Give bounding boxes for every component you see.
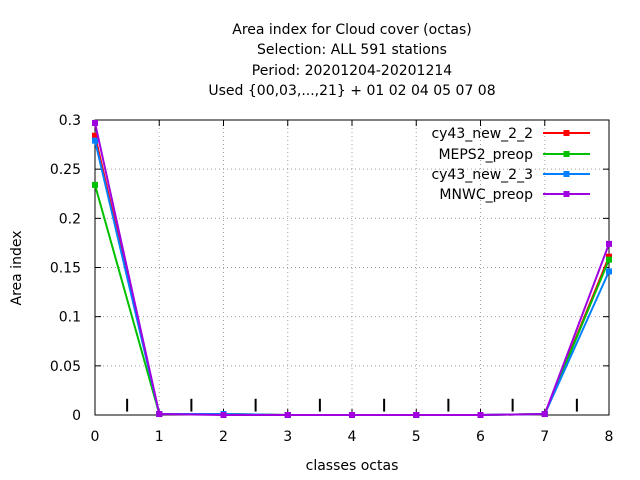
x-tick-label: 7 bbox=[540, 429, 549, 445]
series-1 bbox=[92, 181, 612, 418]
series-3 bbox=[92, 119, 612, 418]
data-point bbox=[284, 412, 291, 418]
y-tick-label: 0 bbox=[72, 408, 81, 424]
class-boundary-markers bbox=[126, 398, 578, 412]
data-point bbox=[606, 268, 612, 275]
x-axis-ticks: 0 1 2 3 4 5 6 7 8 bbox=[91, 120, 614, 445]
x-tick-label: 0 bbox=[91, 429, 100, 445]
x-tick-label: 5 bbox=[412, 429, 421, 445]
data-point bbox=[606, 240, 612, 247]
legend-swatch-point bbox=[563, 171, 570, 177]
legend-swatch-point bbox=[563, 130, 570, 136]
series-2 bbox=[92, 137, 612, 418]
grid bbox=[95, 120, 609, 415]
y-tick-label: 0.2 bbox=[59, 211, 81, 227]
legend-swatch-point bbox=[563, 191, 570, 197]
data-point bbox=[92, 181, 98, 188]
title-line: Selection: ALL 591 stations bbox=[257, 42, 447, 58]
y-tick-label: 0.3 bbox=[59, 113, 81, 129]
y-tick-label: 0.15 bbox=[50, 261, 81, 277]
legend-label: cy43_new_2_2 bbox=[431, 126, 533, 142]
data-point bbox=[92, 132, 98, 139]
x-tick-label: 6 bbox=[476, 429, 485, 445]
data-point bbox=[156, 411, 163, 418]
data-point bbox=[92, 137, 98, 144]
title-line: Period: 20201204-20201214 bbox=[252, 63, 452, 79]
x-tick-label: 3 bbox=[283, 429, 292, 445]
legend-label: MEPS2_preop bbox=[438, 147, 533, 163]
x-tick-label: 8 bbox=[605, 429, 614, 445]
y-tick-label: 0.1 bbox=[59, 310, 81, 326]
x-tick-label: 1 bbox=[155, 429, 164, 445]
data-point bbox=[477, 412, 484, 418]
data-point bbox=[349, 412, 355, 418]
y-tick-label: 0.05 bbox=[50, 359, 81, 375]
legend-swatch-point bbox=[563, 151, 570, 157]
x-tick-label: 4 bbox=[348, 429, 357, 445]
y-axis-ticks: 0 0.05 0.1 0.15 0.2 0.25 0.3 bbox=[50, 113, 609, 424]
y-axis-label: Area index bbox=[9, 231, 25, 306]
legend-label: MNWC_preop bbox=[439, 187, 533, 203]
x-axis-label: classes octas bbox=[306, 458, 399, 474]
series bbox=[92, 119, 612, 418]
chart-title: Area index for Cloud cover (octas) Select… bbox=[208, 22, 495, 99]
title-line: Area index for Cloud cover (octas) bbox=[232, 22, 471, 38]
x-tick-label: 2 bbox=[219, 429, 228, 445]
legend: cy43_new_2_2 MEPS2_preop cy43_new_2_3 MNWC_… bbox=[431, 126, 590, 203]
y-tick-label: 0.25 bbox=[50, 162, 81, 178]
data-point bbox=[606, 256, 612, 263]
data-point bbox=[92, 119, 98, 126]
legend-label: cy43_new_2_3 bbox=[431, 167, 533, 183]
data-point bbox=[220, 412, 227, 418]
series-0 bbox=[92, 132, 612, 418]
data-point bbox=[413, 412, 420, 418]
data-point bbox=[541, 411, 548, 418]
title-line: Used {00,03,...,21} + 01 02 04 05 07 08 bbox=[208, 83, 495, 99]
